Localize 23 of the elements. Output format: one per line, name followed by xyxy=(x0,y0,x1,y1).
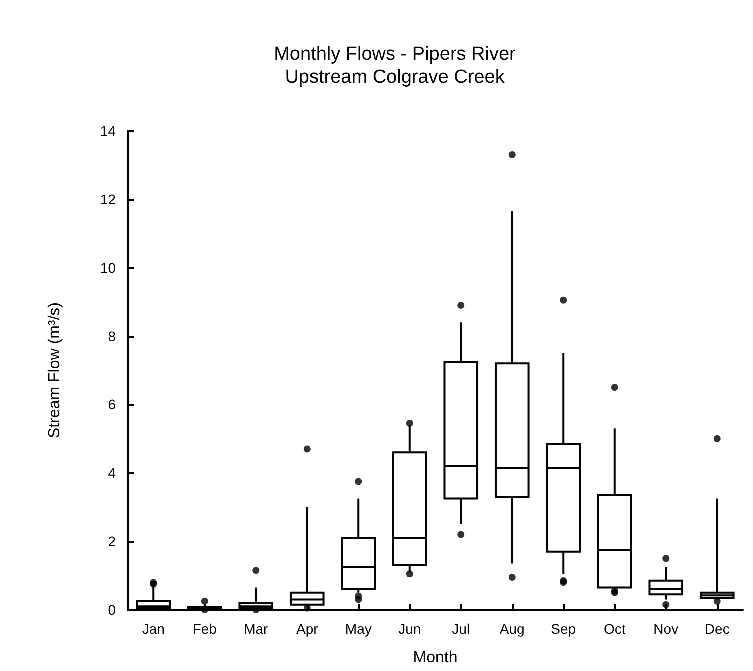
y-tick-label: 2 xyxy=(108,534,116,550)
x-tick-label: Jun xyxy=(398,621,422,637)
y-tick-label: 12 xyxy=(100,191,116,208)
x-tick-label: Jan xyxy=(142,621,165,637)
y-tick-label: 8 xyxy=(108,328,116,344)
y-tick-label: 14 xyxy=(100,123,116,139)
x-tick-label: Jul xyxy=(452,621,470,637)
x-tick-label: Feb xyxy=(192,621,218,637)
x-tick-label: Aug xyxy=(500,621,525,637)
y-tick-label: 10 xyxy=(100,260,116,276)
x-axis-title: Month xyxy=(413,650,458,666)
x-tick-label: Sep xyxy=(551,621,576,637)
y-tick-label: 0 xyxy=(108,602,116,618)
y-tick-label: 6 xyxy=(108,396,116,413)
y-axis-title: Stream Flow (m³/s) xyxy=(46,302,64,438)
x-tick-label: Apr xyxy=(296,621,319,637)
x-tick-label: Dec xyxy=(704,621,730,637)
chart-title: Monthly Flows - Pipers River Upstream Colgrave Creek xyxy=(274,44,517,88)
x-tick-label: Mar xyxy=(244,621,269,637)
x-tick-label: Oct xyxy=(604,621,626,637)
x-tick-label: Nov xyxy=(654,621,679,637)
y-tick-label: 4 xyxy=(108,465,116,482)
x-tick-label: May xyxy=(345,621,372,637)
